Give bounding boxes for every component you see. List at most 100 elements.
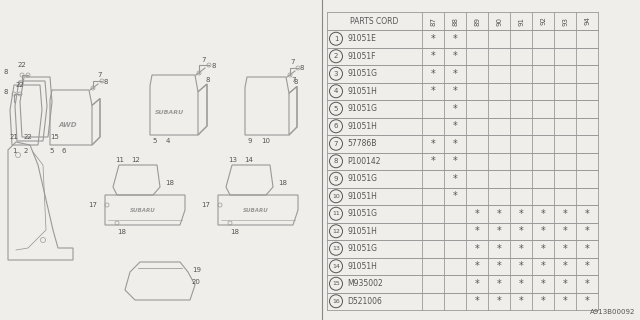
Text: 18: 18: [278, 180, 287, 186]
Text: 21: 21: [10, 134, 19, 140]
Text: 94: 94: [584, 17, 590, 25]
Text: 8: 8: [211, 63, 216, 69]
Text: 7: 7: [291, 77, 296, 83]
Text: 18: 18: [230, 229, 239, 235]
Text: 8: 8: [333, 158, 339, 164]
Text: *: *: [431, 156, 435, 166]
Text: *: *: [452, 174, 458, 184]
Text: *: *: [541, 244, 545, 254]
Text: *: *: [431, 139, 435, 149]
Text: *: *: [584, 279, 589, 289]
Text: 17: 17: [88, 202, 97, 208]
Text: 2: 2: [24, 148, 28, 154]
Text: *: *: [452, 139, 458, 149]
Text: 91051H: 91051H: [347, 192, 377, 201]
Text: *: *: [518, 244, 524, 254]
Text: *: *: [563, 226, 568, 236]
Text: 5: 5: [50, 148, 54, 154]
Text: D521006: D521006: [347, 297, 382, 306]
Text: 8: 8: [104, 79, 109, 85]
Text: *: *: [497, 244, 501, 254]
Text: 10: 10: [332, 194, 340, 199]
Text: *: *: [518, 209, 524, 219]
Text: 19: 19: [192, 267, 201, 273]
Text: 91051H: 91051H: [347, 262, 377, 271]
Text: *: *: [452, 34, 458, 44]
Text: 91051G: 91051G: [347, 69, 377, 78]
Text: 87: 87: [430, 17, 436, 26]
Text: *: *: [518, 296, 524, 306]
Text: *: *: [497, 226, 501, 236]
Text: 4: 4: [166, 138, 170, 144]
Text: *: *: [497, 296, 501, 306]
Text: 11: 11: [332, 211, 340, 216]
Text: 88: 88: [452, 17, 458, 26]
Text: 8: 8: [294, 79, 298, 85]
Text: 8: 8: [3, 89, 8, 95]
Text: *: *: [452, 86, 458, 96]
Text: *: *: [541, 279, 545, 289]
Text: *: *: [563, 244, 568, 254]
Text: 8: 8: [3, 69, 8, 75]
Text: 57786B: 57786B: [347, 139, 376, 148]
Text: PARTS CORD: PARTS CORD: [350, 17, 399, 26]
Text: 6: 6: [333, 123, 339, 129]
Text: 6: 6: [61, 148, 67, 154]
Text: SUBARU: SUBARU: [156, 110, 184, 116]
Text: 1: 1: [12, 148, 16, 154]
Text: *: *: [452, 156, 458, 166]
Text: 91051F: 91051F: [347, 52, 376, 61]
Text: 93: 93: [562, 17, 568, 26]
Text: 22: 22: [15, 82, 24, 88]
Text: *: *: [518, 279, 524, 289]
Text: 11: 11: [115, 157, 124, 163]
Text: 91051G: 91051G: [347, 244, 377, 253]
Text: *: *: [584, 296, 589, 306]
Text: *: *: [584, 261, 589, 271]
Text: 91: 91: [518, 17, 524, 26]
Text: 18: 18: [165, 180, 174, 186]
Text: *: *: [475, 226, 479, 236]
Text: *: *: [431, 86, 435, 96]
Text: *: *: [518, 261, 524, 271]
Text: 91051H: 91051H: [347, 227, 377, 236]
Text: *: *: [431, 51, 435, 61]
Text: *: *: [584, 244, 589, 254]
Text: *: *: [518, 226, 524, 236]
Text: SUBARU: SUBARU: [130, 207, 156, 212]
Text: *: *: [584, 209, 589, 219]
Text: 10: 10: [261, 138, 270, 144]
Text: 3: 3: [333, 71, 339, 77]
Text: *: *: [563, 261, 568, 271]
Text: *: *: [497, 261, 501, 271]
Text: 18: 18: [117, 229, 126, 235]
Text: A913B00092: A913B00092: [589, 309, 635, 315]
Text: *: *: [475, 244, 479, 254]
Text: *: *: [475, 296, 479, 306]
Text: 5: 5: [334, 106, 338, 112]
Text: AWD: AWD: [59, 122, 77, 128]
Text: 16: 16: [332, 299, 340, 304]
Text: 14: 14: [332, 264, 340, 269]
Text: 89: 89: [474, 17, 480, 26]
Text: 13: 13: [332, 246, 340, 251]
Text: *: *: [452, 51, 458, 61]
Text: 17: 17: [201, 202, 210, 208]
Text: *: *: [584, 226, 589, 236]
Text: P100142: P100142: [347, 157, 381, 166]
Text: 12: 12: [332, 229, 340, 234]
Text: 1: 1: [333, 36, 339, 42]
Text: 12: 12: [131, 157, 140, 163]
Text: *: *: [563, 296, 568, 306]
Text: 91051E: 91051E: [347, 34, 376, 43]
Text: *: *: [497, 279, 501, 289]
Text: 7: 7: [97, 72, 102, 78]
Text: *: *: [452, 104, 458, 114]
Text: *: *: [541, 209, 545, 219]
Text: 15: 15: [332, 281, 340, 286]
Text: *: *: [431, 69, 435, 79]
Text: 5: 5: [152, 138, 156, 144]
Text: 13: 13: [228, 157, 237, 163]
Text: 9: 9: [333, 176, 339, 182]
Text: 91051G: 91051G: [347, 104, 377, 113]
